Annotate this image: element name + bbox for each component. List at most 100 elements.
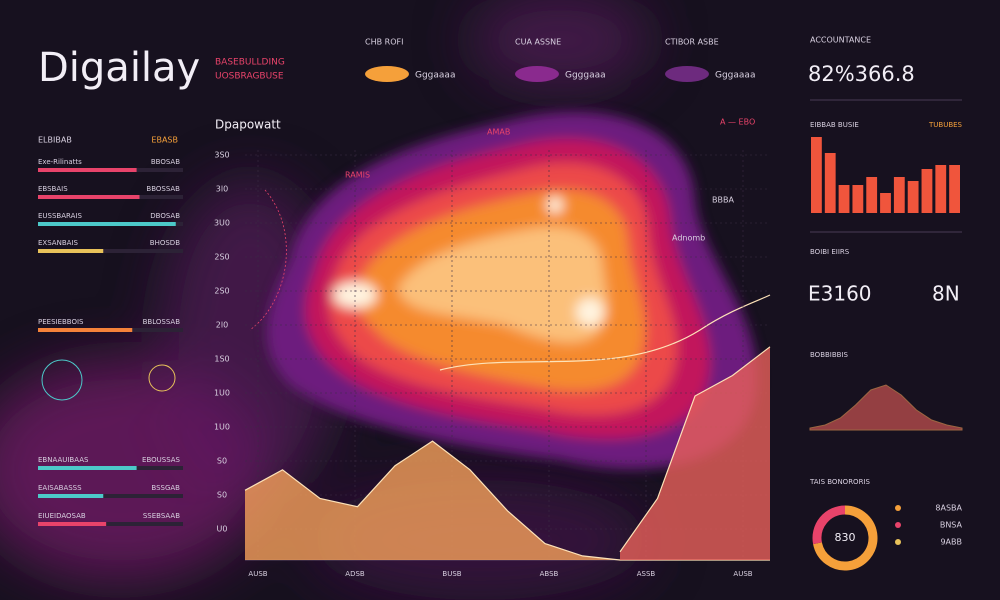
bar: [824, 153, 836, 213]
progress-bar: [38, 222, 176, 226]
y-tick-label: 3U0: [214, 219, 230, 228]
legend-label: Gggaaaa: [715, 71, 755, 81]
app-title: Digailay: [38, 45, 200, 91]
donut-segment: [813, 505, 878, 571]
bar: [949, 165, 960, 213]
x-tick-label: ASSB: [637, 570, 656, 578]
legend-dot: [895, 539, 901, 545]
row-label: EBNAAUIBAAS: [38, 456, 89, 464]
stat: E3160: [808, 282, 872, 306]
panel-heading: TUBUBES: [928, 121, 963, 129]
bar: [811, 137, 822, 213]
chart-title: Dpapowatt: [215, 118, 281, 132]
annotation: Adnomb: [672, 234, 705, 243]
x-tick-label: BUSB: [442, 570, 461, 578]
row-label: EXSANBAIS: [38, 239, 78, 247]
bar: [852, 185, 864, 213]
panel-heading: TAIS BONORORIS: [809, 478, 870, 486]
heat-blob: [266, 111, 758, 470]
x-tick-label: ADSB: [345, 570, 365, 578]
bar: [866, 177, 878, 213]
trace-line: [439, 294, 771, 371]
subtitle: BASEBULLDING: [215, 58, 285, 68]
donut-segment: [812, 505, 846, 545]
kpi: 82%366.8: [808, 62, 915, 86]
annotation: A — EBO: [720, 118, 755, 127]
x-tick-label: AUSB: [248, 570, 267, 578]
line: [619, 346, 771, 553]
y-tick-label: 1S0: [214, 355, 229, 364]
area: [620, 346, 770, 560]
progress-bar: [38, 328, 133, 332]
legend-swatch: [665, 66, 709, 82]
panel-heading: EIBBAB BUSIE: [810, 121, 859, 129]
row-label: EIUEIDAOSAB: [38, 512, 86, 520]
y-tick-label: 2S0: [214, 253, 229, 262]
annotation: AMAB: [487, 128, 510, 137]
donut-label: 830: [835, 531, 856, 544]
legend-dot: [895, 505, 901, 511]
panel-heading: ELBIBAB: [38, 136, 72, 145]
subtitle: UOSBRAGBUSE: [215, 72, 284, 82]
row-tag: EBOUSSAS: [142, 456, 181, 464]
panel-heading: EBASB: [151, 136, 178, 145]
legend-heading: CTIBOR ASBE: [665, 38, 719, 47]
panel-heading: BOBBIBBIS: [810, 351, 849, 359]
progress-bar: [38, 195, 140, 199]
annotation: BBBA: [712, 196, 734, 205]
x-tick-label: ABSB: [540, 570, 559, 578]
progress-bar: [38, 522, 107, 526]
y-tick-label: 3S0: [214, 151, 229, 160]
track: [38, 494, 183, 498]
y-tick-label: 3l0: [216, 185, 228, 194]
progress-bar: [38, 494, 104, 498]
y-tick-label: S0: [217, 457, 227, 466]
y-tick-label: 1U0: [214, 423, 230, 432]
legend-label: Gggaaaa: [415, 71, 455, 81]
row-tag: BBLOSSAB: [143, 318, 181, 326]
y-tick-label: 2S0: [214, 287, 229, 296]
row-label: PEESIEBBOIS: [38, 318, 84, 326]
donut-legend: BNSA: [940, 521, 963, 530]
row-tag: SSEBSAAB: [143, 512, 180, 520]
legend-dot: [895, 522, 901, 528]
y-tick-label: S0: [217, 491, 227, 500]
legend-swatch: [515, 66, 559, 82]
row-label: EBSBAIS: [38, 185, 68, 193]
y-tick-label: 1U0: [214, 389, 230, 398]
gauge: [41, 359, 83, 401]
bar: [880, 193, 891, 213]
row-tag: BBOSAB: [151, 158, 180, 166]
panel-heading: BOIBI EIIRS: [810, 248, 850, 256]
donut-legend: 8ASBA: [935, 504, 962, 513]
row-tag: BSSGAB: [151, 484, 180, 492]
row-tag: DBOSAB: [150, 212, 180, 220]
legend-heading: CUA ASSNE: [515, 38, 561, 47]
row-label: Exe-Rilinatts: [38, 158, 82, 166]
bar: [921, 169, 933, 213]
y-tick-label: 2l0: [216, 321, 228, 330]
progress-bar: [38, 168, 137, 172]
progress-bar: [38, 249, 104, 253]
track: [38, 249, 183, 253]
progress-bar: [38, 466, 137, 470]
row-tag: BHOSDB: [150, 239, 180, 247]
legend-swatch: [365, 66, 409, 82]
donut-legend: 9ABB: [940, 538, 962, 547]
bar: [935, 165, 947, 213]
gauge: [148, 364, 176, 392]
y-tick-label: U0: [217, 525, 228, 534]
panel-heading: ACCOUNTANCE: [810, 36, 871, 45]
legend-label: Ggggaaa: [565, 71, 606, 81]
area: [245, 441, 770, 560]
row-label: EAISABASSS: [38, 484, 82, 492]
track: [38, 522, 183, 526]
bar: [907, 181, 919, 213]
annotation: RAMIS: [345, 171, 370, 180]
legend-heading: CHB ROFI: [365, 38, 403, 47]
distribution: [809, 384, 963, 431]
row-label: EUSSBARAIS: [38, 212, 82, 220]
bar: [893, 177, 905, 213]
stat: 8N: [932, 282, 960, 306]
